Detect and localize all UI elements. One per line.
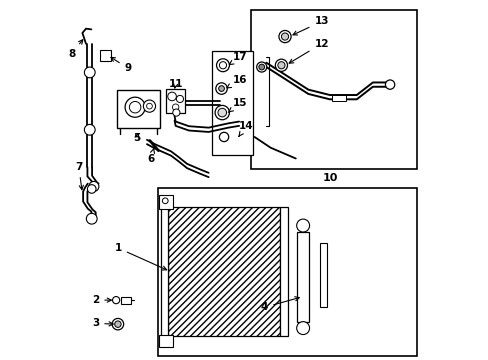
Circle shape xyxy=(218,86,224,91)
Text: 8: 8 xyxy=(68,40,82,59)
Circle shape xyxy=(176,95,183,103)
Text: 10: 10 xyxy=(322,173,338,183)
Bar xyxy=(296,232,309,321)
Bar xyxy=(121,297,131,304)
Bar xyxy=(159,195,173,209)
Circle shape xyxy=(218,108,226,117)
Text: 13: 13 xyxy=(292,17,328,35)
Text: 12: 12 xyxy=(288,39,328,63)
Circle shape xyxy=(385,80,394,89)
Circle shape xyxy=(125,97,145,117)
Circle shape xyxy=(216,59,229,72)
Circle shape xyxy=(215,83,227,94)
Text: 11: 11 xyxy=(168,79,183,89)
Bar xyxy=(168,207,279,336)
Circle shape xyxy=(115,321,121,327)
Circle shape xyxy=(167,92,176,101)
Bar xyxy=(159,335,173,347)
Circle shape xyxy=(215,105,229,120)
Bar xyxy=(211,51,252,155)
Circle shape xyxy=(219,132,228,141)
Bar xyxy=(279,207,287,336)
Circle shape xyxy=(146,103,152,109)
Text: 1: 1 xyxy=(114,243,166,270)
Text: 2: 2 xyxy=(92,295,111,305)
Circle shape xyxy=(84,125,95,135)
Circle shape xyxy=(296,219,309,232)
Circle shape xyxy=(277,62,285,69)
Bar xyxy=(100,50,111,60)
Text: 3: 3 xyxy=(92,319,113,328)
Bar xyxy=(117,90,160,129)
Circle shape xyxy=(129,102,141,113)
Text: 17: 17 xyxy=(229,52,247,64)
Text: 16: 16 xyxy=(226,75,247,88)
Bar xyxy=(165,89,185,113)
Text: 5: 5 xyxy=(133,133,140,143)
Circle shape xyxy=(112,319,123,330)
Circle shape xyxy=(87,185,96,193)
Bar xyxy=(160,207,168,336)
Circle shape xyxy=(162,198,168,204)
Circle shape xyxy=(84,67,95,78)
Bar xyxy=(331,95,346,102)
Circle shape xyxy=(89,181,99,192)
Text: 7: 7 xyxy=(75,162,83,190)
Circle shape xyxy=(278,31,290,42)
Circle shape xyxy=(281,33,288,40)
Bar xyxy=(158,188,416,356)
Text: 6: 6 xyxy=(146,149,154,164)
Circle shape xyxy=(275,59,287,71)
Text: 4: 4 xyxy=(261,297,299,312)
Bar xyxy=(250,10,416,169)
Circle shape xyxy=(86,213,97,224)
Bar xyxy=(320,243,326,307)
Circle shape xyxy=(172,109,180,116)
Circle shape xyxy=(143,100,155,112)
Circle shape xyxy=(219,62,226,69)
Circle shape xyxy=(112,297,120,304)
Circle shape xyxy=(258,64,264,70)
Circle shape xyxy=(172,104,179,111)
Text: 9: 9 xyxy=(111,57,131,73)
Text: 14: 14 xyxy=(238,121,253,136)
Circle shape xyxy=(256,62,266,72)
Text: 15: 15 xyxy=(228,98,247,112)
Circle shape xyxy=(296,321,309,334)
